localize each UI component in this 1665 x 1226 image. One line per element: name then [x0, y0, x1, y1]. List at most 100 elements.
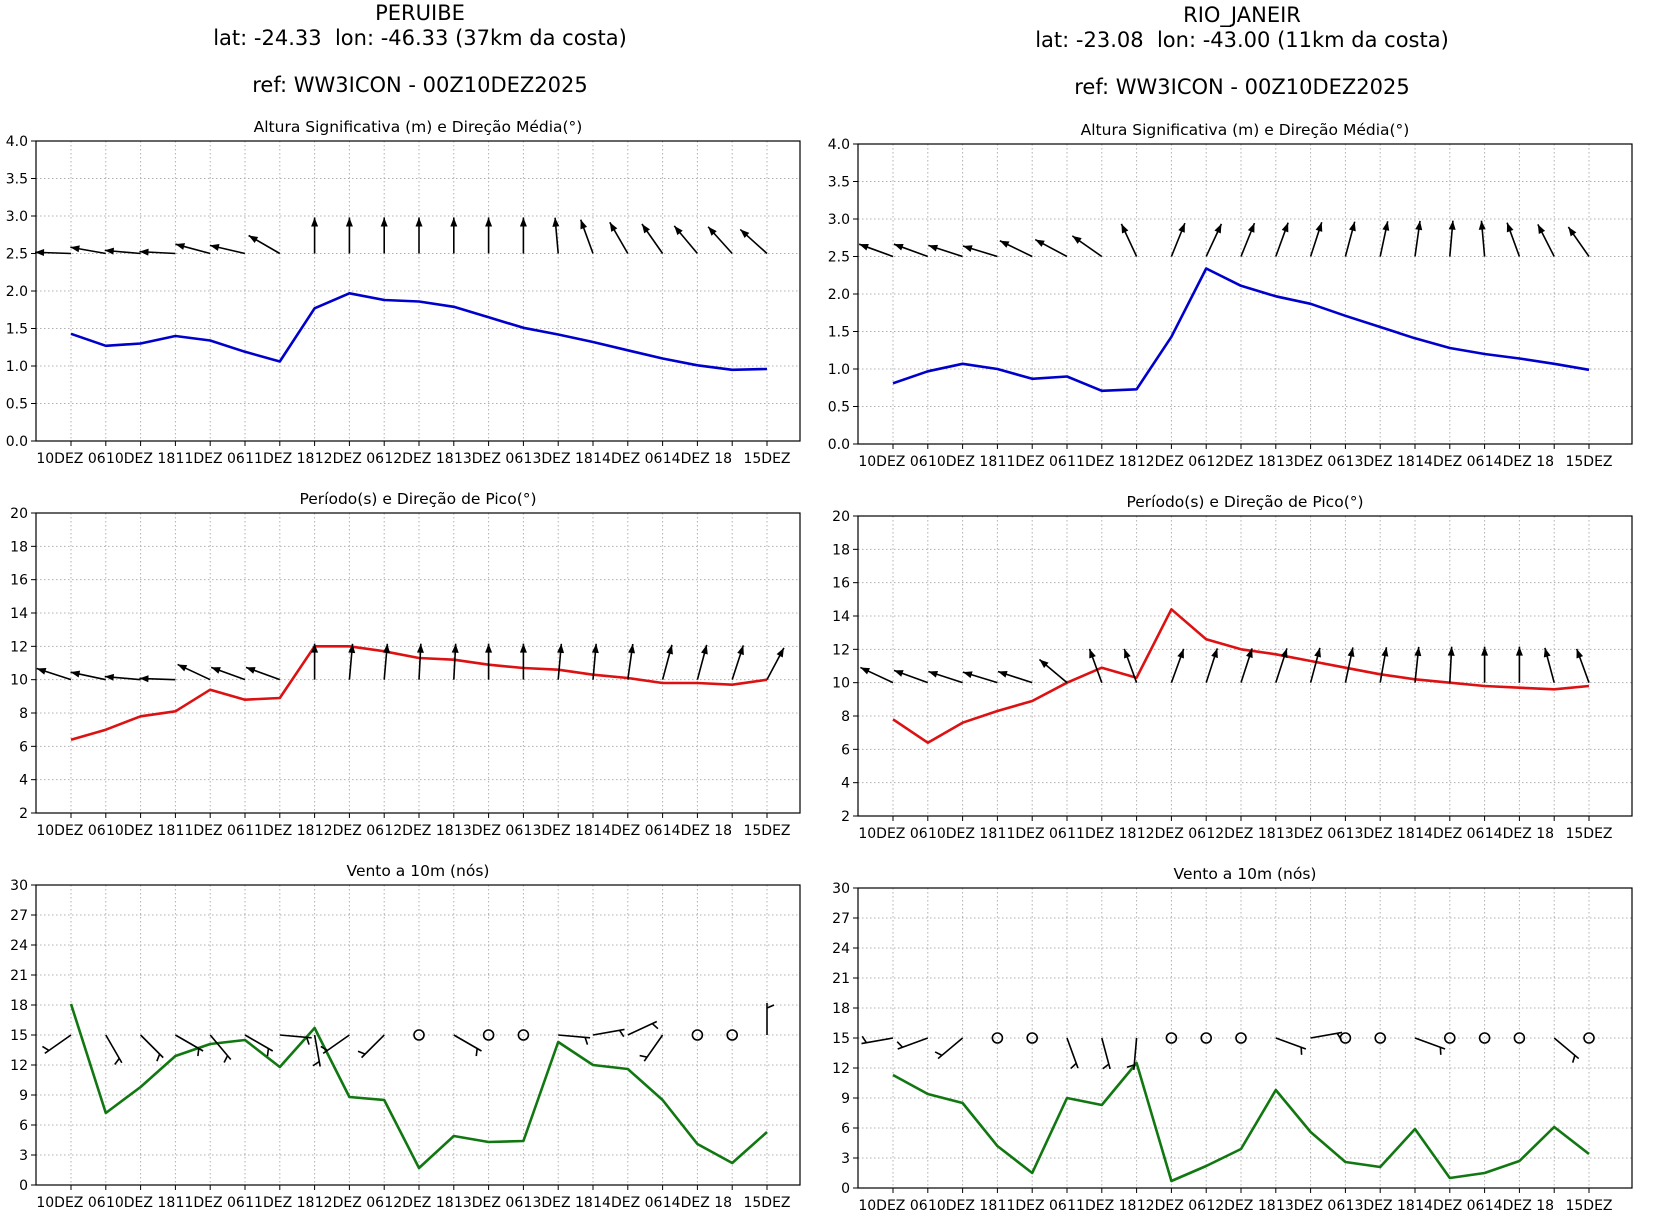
- wind-barb: [174, 1034, 204, 1057]
- x-tick-label: 13DEZ 18: [1346, 1198, 1415, 1214]
- barb-flag: [320, 1045, 328, 1052]
- chart-panel: Período(s) e Direção de Pico(°) 2 4 6 8 10 12 1…: [832, 493, 1633, 842]
- barb-flag: [651, 1022, 659, 1030]
- y-tick-label: 3.0: [828, 212, 850, 228]
- arrow-head: [485, 217, 493, 227]
- x-tick-label: 14DEZ 06: [1415, 1198, 1484, 1214]
- x-tick-label: 12DEZ 06: [315, 1195, 384, 1211]
- arrow-head: [580, 219, 588, 230]
- arrow-head: [1124, 648, 1131, 659]
- y-tick-label: 27: [832, 911, 850, 927]
- direction-arrow: [1240, 222, 1256, 257]
- x-tick-label: 12DEZ 06: [315, 451, 384, 467]
- direction-arrow: [311, 643, 319, 680]
- y-tick-label: 1.0: [828, 362, 850, 378]
- y-tick-label: 2.0: [6, 284, 28, 300]
- arrow-head: [1576, 648, 1584, 659]
- calm-circle: [1339, 1032, 1352, 1044]
- wind-barb: [1066, 1037, 1079, 1070]
- y-tick-label: 16: [832, 576, 850, 592]
- direction-arrow: [673, 225, 699, 255]
- x-tick-label: 13DEZ 18: [1346, 454, 1415, 470]
- arrow-head: [311, 643, 319, 653]
- x-tick-label: 11DEZ 06: [998, 1198, 1067, 1214]
- arrow-head: [248, 235, 259, 244]
- direction-arrow: [311, 217, 319, 254]
- direction-arrow: [591, 643, 599, 680]
- wind-barb: [558, 1034, 591, 1045]
- x-tick-label: 14DEZ 18: [1485, 454, 1554, 470]
- axes-frame: [35, 140, 801, 442]
- x-tick-label: 12DEZ 06: [1137, 454, 1206, 470]
- direction-arrow: [1575, 648, 1590, 683]
- barb-flag: [639, 1054, 648, 1058]
- direction-arrow: [858, 243, 894, 258]
- direction-arrow: [1309, 647, 1321, 683]
- x-tick-label: 11DEZ 06: [998, 826, 1067, 842]
- direction-arrow: [1447, 646, 1455, 683]
- direction-arrow: [609, 221, 629, 254]
- arrow-head: [737, 645, 744, 656]
- wind-barb: [357, 1034, 385, 1059]
- calm-circle: [1583, 1032, 1595, 1044]
- direction-arrow: [210, 666, 246, 681]
- x-tick-label: 12DEZ 18: [1206, 1198, 1275, 1214]
- forecast-reference: ref: WW3ICON - 00Z10DEZ2025: [252, 73, 588, 97]
- y-tick-label: 3: [841, 1151, 850, 1167]
- arrow-head: [591, 643, 599, 654]
- y-tick-label: 24: [10, 938, 28, 954]
- arrow-head: [1481, 646, 1489, 656]
- x-tick-label: 14DEZ 06: [1415, 454, 1484, 470]
- direction-arrow: [766, 647, 785, 681]
- chart-title: Período(s) e Direção de Pico(°): [1126, 493, 1363, 511]
- direction-arrow: [579, 219, 594, 254]
- x-tick-label: 15DEZ: [743, 823, 790, 839]
- calm-circle: [482, 1029, 495, 1041]
- y-tick-label: 8: [841, 709, 850, 725]
- wind-barb: [312, 1034, 321, 1067]
- barb-flag: [1102, 1063, 1110, 1070]
- wind-barb: [691, 1029, 704, 1041]
- wind-barb: [1339, 1032, 1352, 1044]
- wind-barb: [1374, 1032, 1386, 1044]
- barb-staff: [244, 1034, 274, 1052]
- direction-arrow: [627, 643, 636, 680]
- arrow-head: [609, 222, 618, 232]
- x-tick-label: 13DEZ 06: [1276, 454, 1345, 470]
- chart-title: Vento a 10m (nós): [1174, 865, 1317, 883]
- barb-staff: [897, 1037, 929, 1050]
- y-tick-label: 2.5: [6, 247, 28, 263]
- chart-panel: Vento a 10m (nós) 0 3 6 9 12 15 18 21 24 27 30 10DEZ…: [10, 862, 801, 1211]
- wind-barb: [453, 1034, 482, 1057]
- direction-arrow: [962, 245, 998, 258]
- y-tick-label: 0: [19, 1178, 28, 1194]
- direction-arrow: [1123, 648, 1138, 683]
- barb-flag: [266, 1048, 270, 1057]
- arrow-head: [35, 249, 45, 257]
- arrow-head: [893, 243, 904, 251]
- arrow-head: [450, 217, 458, 227]
- wind-barb: [1275, 1037, 1307, 1055]
- barb-flag: [312, 1060, 320, 1067]
- arrow-head: [1381, 647, 1389, 657]
- y-tick-label: 30: [10, 878, 28, 894]
- barb-flag: [766, 1004, 775, 1009]
- barb-flag: [1070, 1062, 1077, 1070]
- arrow-head: [1506, 222, 1514, 233]
- arrow-head: [380, 217, 388, 227]
- x-tick-label: 12DEZ 18: [1206, 826, 1275, 842]
- y-tick-label: 15: [10, 1028, 28, 1044]
- y-tick-label: 21: [832, 971, 850, 987]
- wind-barb: [105, 1034, 123, 1065]
- x-tick-label: 11DEZ 06: [176, 1195, 245, 1211]
- direction-arrow: [450, 217, 458, 254]
- wind-barb: [320, 1034, 350, 1055]
- arrow-head: [859, 243, 869, 251]
- x-tick-label: 13DEZ 06: [1276, 1198, 1345, 1214]
- y-tick-label: 2: [841, 809, 850, 825]
- barb-staff: [1414, 1037, 1446, 1050]
- arrow-head: [1246, 648, 1253, 659]
- direction-arrow: [1506, 222, 1521, 257]
- y-tick-label: 6: [841, 1121, 850, 1137]
